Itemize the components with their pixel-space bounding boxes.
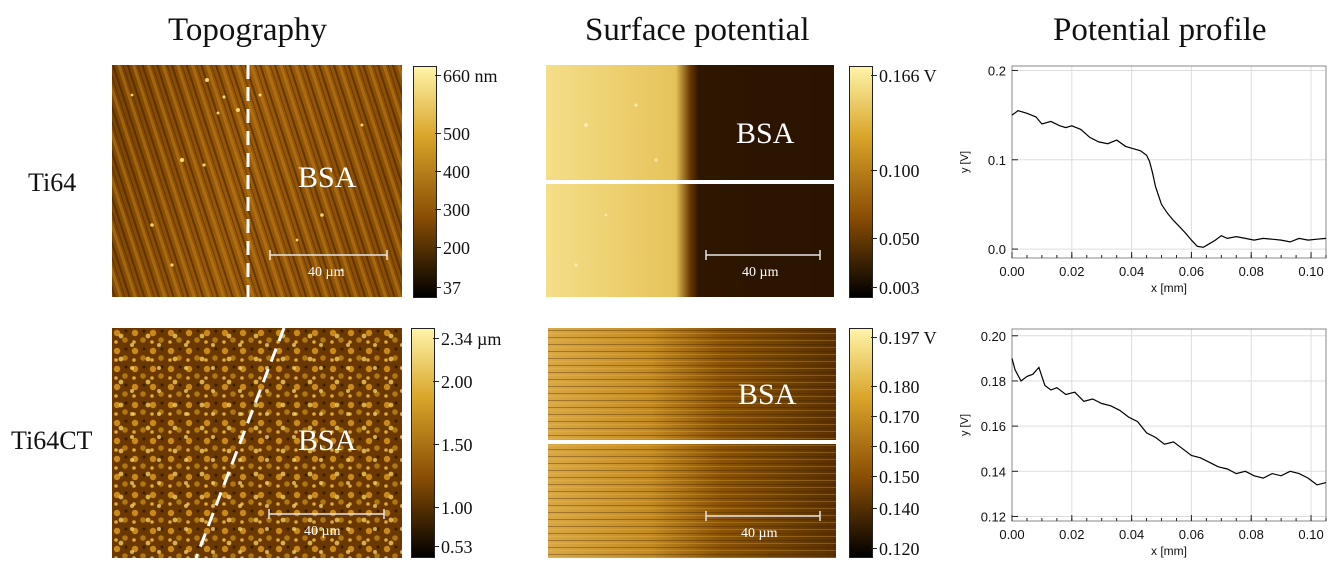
x-tick-label: 0.02 bbox=[1059, 527, 1084, 542]
colorbar-tick: 0.197 V bbox=[879, 328, 937, 348]
ti64ct-topography-image: BSA 40 µm bbox=[112, 328, 402, 558]
ti64-topography-image: BSA 40 µm bbox=[112, 65, 402, 297]
x-tick-label: 0.06 bbox=[1179, 527, 1204, 542]
ti64ct-potential-profile-chart: 0.00 0.02 0.04 0.06 0.08 0.10 0.12 0.14 0.16 0.18… bbox=[959, 328, 1327, 558]
y-tick-label: 0.0 bbox=[988, 242, 1006, 257]
y-tick-label: 0.14 bbox=[981, 464, 1006, 479]
x-tick-label: 0.08 bbox=[1239, 264, 1264, 279]
y-axis-label: y [V] bbox=[959, 414, 971, 436]
colorbar-tick: 400 bbox=[443, 162, 470, 182]
ti64ct-potential-colorbar bbox=[849, 328, 873, 558]
x-tick-label: 0.04 bbox=[1119, 527, 1144, 542]
colorbar-tick: 1.50 bbox=[441, 435, 473, 455]
profile-line bbox=[548, 440, 836, 444]
x-tick-label: 0.06 bbox=[1179, 264, 1204, 279]
scale-bar-label: 40 µm bbox=[741, 526, 778, 541]
x-tick-label: 0.10 bbox=[1298, 264, 1323, 279]
ti64ct-surface-potential-image: BSA 40 µm bbox=[548, 328, 836, 558]
bsa-label: BSA bbox=[736, 117, 795, 150]
row-label-ti64: Ti64 bbox=[28, 168, 77, 197]
colorbar-tick: 300 bbox=[443, 200, 470, 220]
series-line bbox=[1011, 110, 1327, 248]
colorbar-tick: 1.00 bbox=[441, 498, 473, 518]
y-axis-label: y [V] bbox=[959, 151, 971, 173]
profile-line bbox=[546, 180, 834, 184]
x-tick-label: 0.10 bbox=[1298, 527, 1323, 542]
colorbar-tick: 0.150 bbox=[879, 467, 920, 487]
ti64-potential-colorbar bbox=[849, 66, 873, 298]
y-tick-label: 0.16 bbox=[981, 419, 1006, 434]
scale-bar-label: 40 µm bbox=[308, 265, 345, 280]
colorbar-tick: 660 nm bbox=[443, 66, 498, 86]
colorbar-tick: 0.050 bbox=[879, 229, 920, 249]
colorbar-tick: 0.170 bbox=[879, 407, 920, 427]
colorbar-tick: 0.166 V bbox=[879, 66, 937, 86]
colorbar-tick: 0.100 bbox=[879, 161, 920, 181]
colorbar-tick: 0.120 bbox=[879, 539, 920, 559]
plot-frame bbox=[1011, 65, 1327, 259]
colorbar-tick: 500 bbox=[443, 124, 470, 144]
colorbar-tick: 37 bbox=[443, 278, 461, 298]
bsa-label: BSA bbox=[298, 161, 357, 194]
y-tick-label: 0.2 bbox=[988, 63, 1006, 78]
scale-bar-label: 40 µm bbox=[742, 265, 779, 280]
colorbar-tick: 0.160 bbox=[879, 437, 920, 457]
x-tick-label: 0.00 bbox=[999, 264, 1024, 279]
x-axis-label: x [mm] bbox=[1151, 281, 1187, 295]
plot-frame bbox=[1011, 328, 1327, 522]
x-axis-label: x [mm] bbox=[1151, 544, 1187, 558]
ti64-surface-potential-image: BSA 40 µm bbox=[546, 65, 834, 297]
colorbar-tick: 2.00 bbox=[441, 372, 473, 392]
colorbar-tick: 2.34 µm bbox=[441, 329, 502, 349]
x-tick-label: 0.08 bbox=[1239, 527, 1264, 542]
colorbar-tick: 0.53 bbox=[441, 537, 473, 557]
y-tick-label: 0.12 bbox=[981, 509, 1006, 524]
colorbar-tick: 0.140 bbox=[879, 499, 920, 519]
ti64ct-topography-colorbar bbox=[411, 328, 435, 558]
column-title-surface-potential: Surface potential bbox=[585, 12, 810, 48]
bsa-label: BSA bbox=[298, 424, 357, 457]
y-tick-label: 0.1 bbox=[988, 153, 1006, 168]
scale-bar-label: 40 µm bbox=[304, 524, 341, 539]
y-tick-label: 0.18 bbox=[981, 374, 1006, 389]
boundary-dashed-line bbox=[194, 328, 286, 558]
x-tick-label: 0.04 bbox=[1119, 264, 1144, 279]
column-title-potential-profile: Potential profile bbox=[1053, 12, 1267, 48]
colorbar-tick: 200 bbox=[443, 238, 470, 258]
x-tick-label: 0.02 bbox=[1059, 264, 1084, 279]
row-label-ti64ct: Ti64CT bbox=[11, 426, 93, 455]
bsa-label: BSA bbox=[738, 378, 797, 411]
colorbar-tick: 0.180 bbox=[879, 377, 920, 397]
x-tick-label: 0.00 bbox=[999, 527, 1024, 542]
y-tick-label: 0.20 bbox=[981, 329, 1006, 344]
column-title-topography: Topography bbox=[168, 12, 327, 48]
colorbar-tick: 0.003 bbox=[879, 278, 920, 298]
ti64-topography-colorbar bbox=[413, 66, 437, 298]
series-line bbox=[1011, 358, 1327, 486]
ti64-potential-profile-chart: 0.00 0.02 0.04 0.06 0.08 0.10 0.0 0.1 0.2 x [mm] y… bbox=[959, 63, 1327, 295]
